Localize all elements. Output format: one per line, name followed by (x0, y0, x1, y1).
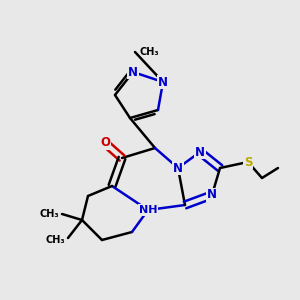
Text: S: S (244, 155, 252, 169)
Text: N: N (128, 65, 138, 79)
Text: N: N (173, 161, 183, 175)
Text: CH₃: CH₃ (45, 235, 65, 245)
Text: N: N (158, 76, 168, 88)
Text: CH₃: CH₃ (139, 47, 159, 57)
Text: N: N (195, 146, 205, 158)
Text: O: O (100, 136, 110, 149)
Text: CH₃: CH₃ (39, 209, 59, 219)
Text: NH: NH (139, 205, 157, 215)
Text: N: N (207, 188, 217, 202)
